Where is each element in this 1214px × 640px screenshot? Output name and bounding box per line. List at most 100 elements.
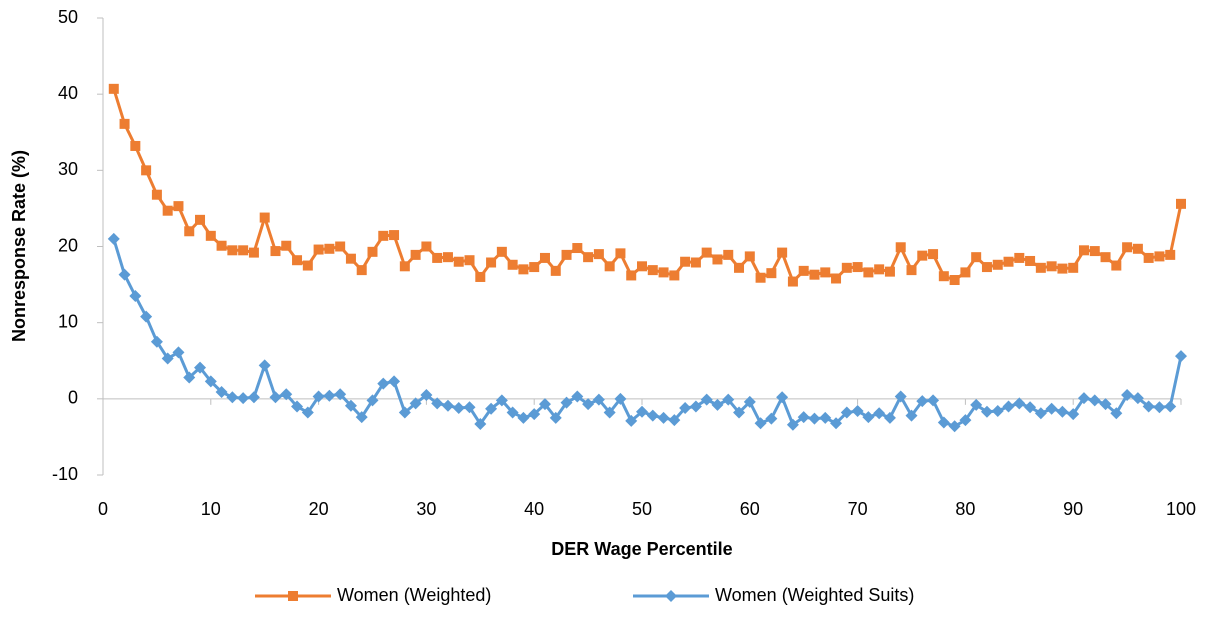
x-tick-label: 0 xyxy=(98,499,108,519)
data-point xyxy=(377,377,390,390)
data-point xyxy=(549,411,562,424)
data-point xyxy=(712,254,723,265)
data-point xyxy=(431,397,444,410)
data-point xyxy=(173,201,184,212)
data-point xyxy=(991,405,1004,418)
data-point xyxy=(1025,255,1036,266)
x-tick-label: 40 xyxy=(524,499,544,519)
data-point xyxy=(388,375,401,388)
data-point xyxy=(582,398,595,411)
data-point xyxy=(356,265,367,276)
series-line xyxy=(112,238,1183,428)
series-line xyxy=(112,88,1183,285)
data-point xyxy=(270,246,281,257)
data-point xyxy=(184,226,195,237)
data-point xyxy=(301,406,314,419)
data-point xyxy=(1110,407,1123,420)
data-point xyxy=(1057,263,1068,274)
data-point xyxy=(938,271,949,282)
data-point xyxy=(949,275,960,286)
data-point xyxy=(786,418,799,431)
data-point xyxy=(486,257,497,268)
data-point xyxy=(981,262,992,273)
data-point xyxy=(603,406,616,419)
data-point xyxy=(538,398,551,411)
data-point xyxy=(421,241,432,252)
data-point xyxy=(894,390,907,403)
data-point xyxy=(561,249,572,260)
data-point xyxy=(1154,251,1165,262)
data-point xyxy=(1164,400,1177,413)
legend-marker xyxy=(288,591,298,601)
data-point xyxy=(831,273,842,284)
data-point xyxy=(195,214,206,225)
data-point xyxy=(593,249,604,260)
data-point xyxy=(291,400,304,413)
data-point xyxy=(475,271,486,282)
data-point xyxy=(441,399,454,412)
data-point xyxy=(323,389,336,402)
data-point xyxy=(1089,246,1100,257)
data-point xyxy=(410,249,421,260)
data-point xyxy=(258,359,271,372)
data-point xyxy=(669,270,680,281)
data-point xyxy=(1035,262,1046,273)
data-point xyxy=(129,290,142,303)
data-point xyxy=(280,388,293,401)
x-tick-label: 60 xyxy=(740,499,760,519)
data-point xyxy=(355,411,368,424)
data-point xyxy=(1056,405,1069,418)
y-tick-label: 50 xyxy=(58,7,78,27)
data-point xyxy=(734,262,745,273)
data-point xyxy=(722,393,735,406)
data-point xyxy=(302,260,313,271)
data-point xyxy=(453,256,464,267)
x-tick-label: 90 xyxy=(1063,499,1083,519)
data-point xyxy=(636,405,648,418)
data-point xyxy=(787,276,798,287)
data-point xyxy=(420,389,433,402)
data-point xyxy=(776,391,789,404)
legend-marker xyxy=(665,590,677,602)
data-point xyxy=(819,411,832,424)
data-point xyxy=(216,240,227,251)
data-point xyxy=(743,395,756,408)
data-point xyxy=(1131,392,1144,405)
x-tick-label: 100 xyxy=(1166,499,1196,519)
y-tick-label: 0 xyxy=(68,388,78,408)
data-point xyxy=(1046,261,1057,272)
data-point xyxy=(560,396,573,409)
data-point xyxy=(151,189,162,200)
data-point xyxy=(130,140,141,151)
data-point xyxy=(646,409,659,422)
data-point xyxy=(614,392,627,405)
data-point xyxy=(884,266,895,277)
data-point xyxy=(183,371,196,384)
data-point xyxy=(1132,243,1143,254)
data-point xyxy=(851,405,864,418)
data-point xyxy=(744,251,755,262)
data-point xyxy=(529,262,540,273)
data-point xyxy=(442,252,453,263)
data-point xyxy=(928,249,939,260)
data-point xyxy=(1143,252,1154,263)
data-point xyxy=(808,412,821,425)
y-axis-title: Nonresponse Rate (%) xyxy=(9,150,29,342)
data-point xyxy=(917,250,928,261)
data-point xyxy=(1013,397,1026,410)
data-point xyxy=(506,406,519,419)
data-point xyxy=(604,261,615,272)
data-point xyxy=(927,394,940,407)
legend-label: Women (Weighted Suits) xyxy=(715,585,914,605)
data-point xyxy=(841,262,852,273)
data-point xyxy=(162,205,173,216)
x-axis-title: DER Wage Percentile xyxy=(551,539,732,559)
data-point xyxy=(905,409,918,422)
data-point xyxy=(474,417,487,430)
data-point xyxy=(873,407,886,420)
data-point xyxy=(679,401,692,414)
data-point xyxy=(1034,407,1047,420)
data-point xyxy=(452,401,465,414)
data-point xyxy=(937,416,950,429)
